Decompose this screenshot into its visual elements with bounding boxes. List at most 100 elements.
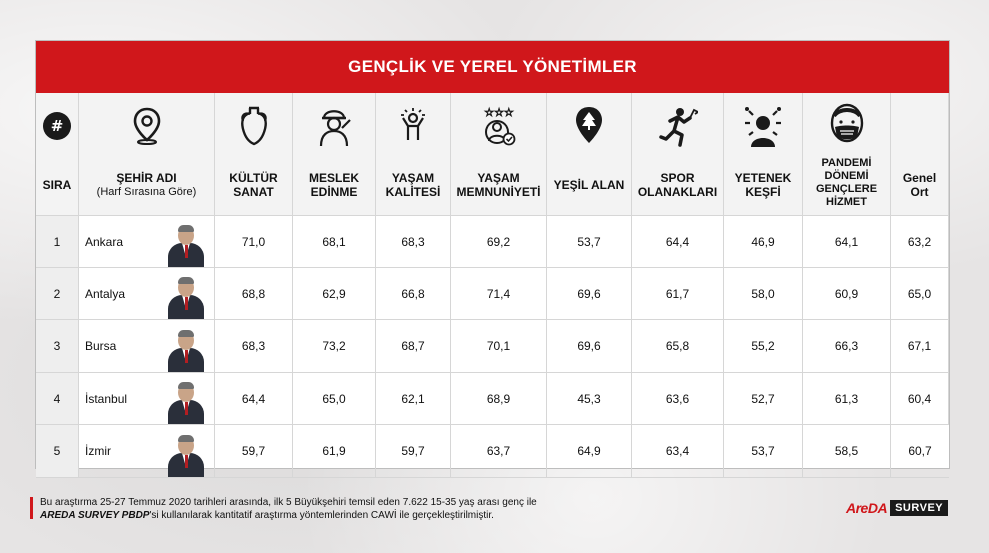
rank-cell: 2 <box>36 268 79 320</box>
score-cell: 63,2 <box>891 216 949 268</box>
header-col-4: YEŞİL ALAN <box>547 93 632 216</box>
score-cell: 58,0 <box>724 268 803 320</box>
results-table-card: GENÇLİK VE YEREL YÖNETİMLER # SIRA ŞEHİR… <box>35 40 950 478</box>
score-cell: 68,1 <box>293 216 376 268</box>
table-title: GENÇLİK VE YEREL YÖNETİMLER <box>36 41 949 93</box>
score-cell: 68,8 <box>215 268 293 320</box>
city-name: Antalya <box>85 286 126 301</box>
score-cell: 68,7 <box>376 320 451 373</box>
logo-brand: AreDA <box>846 500 888 516</box>
header-col-2: YAŞAM KALİTESİ <box>376 93 451 216</box>
score-cell: 67,1 <box>891 320 949 373</box>
talent-icon <box>743 103 783 149</box>
footer-accent-bar <box>30 497 33 519</box>
score-cell: 61,9 <box>293 425 376 478</box>
score-cell: 70,1 <box>451 320 547 373</box>
header-col-label: YAŞAM <box>391 171 435 185</box>
header-col-0: KÜLTÜR SANAT <box>215 93 293 216</box>
score-cell: 71,4 <box>451 268 547 320</box>
header-rank-label: SIRA <box>42 178 72 192</box>
city-name: Ankara <box>85 234 124 249</box>
score-cell: 68,9 <box>451 373 547 425</box>
score-cell: 69,6 <box>547 320 632 373</box>
score-cell: 63,4 <box>632 425 724 478</box>
score-cell: 71,0 <box>215 216 293 268</box>
score-cell: 55,2 <box>724 320 803 373</box>
city-cell: İzmir <box>79 425 215 478</box>
score-cell: 59,7 <box>376 425 451 478</box>
score-cell: 60,9 <box>803 268 891 320</box>
svg-text:#: # <box>51 117 64 135</box>
footnote-line-2: AREDA SURVEY PBDP'si kullanılarak kantit… <box>40 509 537 522</box>
header-city-label: ŞEHİR ADI <box>116 171 177 185</box>
header-col-label: Ort <box>910 185 929 199</box>
header-city: ŞEHİR ADI (Harf Sırasına Göre) <box>79 93 215 216</box>
score-cell: 60,7 <box>891 425 949 478</box>
header-col-label: YAŞAM <box>477 171 520 185</box>
city-name: Bursa <box>85 339 117 353</box>
score-cell: 66,8 <box>376 268 451 320</box>
city-cell: Bursa <box>79 320 215 373</box>
score-cell: 64,4 <box>632 216 724 268</box>
city-name: İstanbul <box>85 391 128 406</box>
header-city-sublabel: (Harf Sırasına Göre) <box>96 186 197 198</box>
rank-cell: 4 <box>36 373 79 425</box>
header-col-label: KEŞFİ <box>745 185 781 199</box>
header-col-label: MEMNUNİYETİ <box>456 185 541 199</box>
mayor-photo <box>166 380 206 424</box>
amphora-icon <box>237 103 271 149</box>
rank-cell: 1 <box>36 216 79 268</box>
header-col-label: OLANAKLARI <box>637 185 718 199</box>
svg-text:☆☆☆: ☆☆☆ <box>484 106 514 119</box>
score-cell: 61,7 <box>632 268 724 320</box>
rank-cell: 3 <box>36 320 79 373</box>
rank-cell: 5 <box>36 425 79 478</box>
header-col-3: ☆☆☆ YAŞAM MEMNUNİYETİ <box>451 93 547 216</box>
header-col-5: SPOR OLANAKLARI <box>632 93 724 216</box>
header-col-label: PANDEMİ DÖNEMİ GENÇLERE HİZMET <box>815 157 878 208</box>
city-cell: Ankara <box>79 216 215 268</box>
score-cell: 52,7 <box>724 373 803 425</box>
score-cell: 53,7 <box>547 216 632 268</box>
score-cell: 45,3 <box>547 373 632 425</box>
score-cell: 65,0 <box>293 373 376 425</box>
header-col-label: SPOR <box>660 171 695 185</box>
score-cell: 64,1 <box>803 216 891 268</box>
header-col-6: YETENEK KEŞFİ <box>724 93 803 216</box>
header-col-label: YEŞİL ALAN <box>553 178 625 192</box>
score-cell: 69,6 <box>547 268 632 320</box>
header-col-label: SANAT <box>233 185 274 199</box>
header-rank: # SIRA <box>36 93 79 216</box>
score-cell: 61,3 <box>803 373 891 425</box>
header-col-8: Genel Ort <box>891 93 949 216</box>
header-col-label: Genel <box>902 171 937 185</box>
results-table: # SIRA ŞEHİR ADI (Harf Sırasına Göre) KÜL… <box>36 93 949 478</box>
score-cell: 68,3 <box>215 320 293 373</box>
score-cell: 58,5 <box>803 425 891 478</box>
hash-icon: # <box>42 103 72 149</box>
footnote-line-1: Bu araştırma 25-27 Temmuz 2020 tarihleri… <box>40 497 537 508</box>
city-cell: Antalya <box>79 268 215 320</box>
header-col-label: EDİNME <box>310 185 358 199</box>
score-cell: 63,6 <box>632 373 724 425</box>
location-pin-icon <box>132 103 162 149</box>
score-cell: 66,3 <box>803 320 891 373</box>
city-cell: İstanbul <box>79 373 215 425</box>
worker-icon <box>316 103 352 149</box>
footnote-line-2-text: 'si kullanılarak kantitatif araştırma yö… <box>149 510 494 521</box>
score-cell: 64,4 <box>215 373 293 425</box>
logo-survey: SURVEY <box>890 500 949 516</box>
mayor-photo <box>166 223 206 267</box>
runner-icon <box>658 103 698 149</box>
score-cell: 65,8 <box>632 320 724 373</box>
tree-pin-icon <box>574 103 604 149</box>
header-col-7: PANDEMİ DÖNEMİ GENÇLERE HİZMET <box>803 93 891 216</box>
footnote: Bu araştırma 25-27 Temmuz 2020 tarihleri… <box>40 496 537 522</box>
header-col-label: MESLEK <box>308 171 359 185</box>
score-cell: 63,7 <box>451 425 547 478</box>
header-col-label: KALİTESİ <box>385 185 441 199</box>
mayor-photo <box>166 328 206 372</box>
score-cell: 64,9 <box>547 425 632 478</box>
header-col-label: YETENEK <box>734 171 792 185</box>
score-cell: 62,1 <box>376 373 451 425</box>
